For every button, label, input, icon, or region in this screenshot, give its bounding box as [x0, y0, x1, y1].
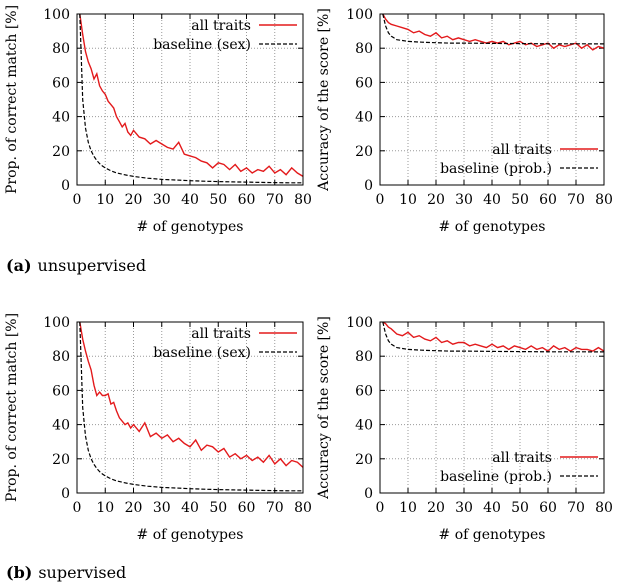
x-tick-label: 50	[209, 192, 227, 208]
y-tick-label: 80	[52, 349, 70, 365]
x-tick-label: 10	[399, 192, 417, 208]
x-tick-label: 20	[125, 500, 143, 516]
x-axis-label: # of genotypes	[439, 527, 546, 543]
y-tick-label: 0	[61, 486, 70, 502]
chart-3: 0 10 20 30 40 50 60 70 80 0 20 40 60 80 100 # of genoty…	[4, 313, 312, 543]
series-line-baseline	[79, 321, 303, 492]
y-tick-label: 0	[364, 178, 373, 194]
plot-frame	[379, 321, 605, 494]
x-tick-label: 10	[96, 192, 114, 208]
y-tick-label: 40	[52, 418, 70, 434]
y-tick-label: 100	[346, 7, 373, 23]
y-tick-label: 40	[355, 418, 373, 434]
x-tick-label: 60	[238, 192, 256, 208]
y-tick-label: 60	[355, 75, 373, 91]
x-tick-label: 50	[511, 192, 529, 208]
y-tick-label: 60	[355, 383, 373, 399]
x-tick-label: 60	[238, 500, 256, 516]
x-tick-label: 70	[266, 500, 284, 516]
x-tick-label: 10	[96, 500, 114, 516]
y-tick-label: 20	[52, 144, 70, 160]
series-line-baseline	[79, 13, 303, 184]
x-tick-label: 30	[455, 192, 473, 208]
chart-2: 0 10 20 30 40 50 60 70 80 0 20 40 60 80 100 # of genoty…	[316, 7, 613, 235]
y-axis-label: Prop. of correct match [%]	[4, 313, 20, 502]
caption-a-text: unsupervised	[37, 256, 147, 275]
x-tick-label: 20	[427, 500, 445, 516]
caption-b-label: (b)	[6, 563, 33, 582]
x-tick-label: 60	[539, 500, 557, 516]
caption-a-label: (a)	[6, 256, 32, 275]
y-axis-label: Prop. of correct match [%]	[4, 5, 20, 194]
y-tick-label: 80	[355, 41, 373, 57]
chart-4: 0 10 20 30 40 50 60 70 80 0 20 40 60 80 100 # of genoty…	[316, 315, 613, 543]
x-tick-label: 20	[125, 192, 143, 208]
x-tick-label: 40	[483, 500, 501, 516]
x-tick-label: 20	[427, 192, 445, 208]
series-line-all-traits	[382, 13, 605, 51]
y-axis-label: Accuracy of the score [%]	[316, 316, 332, 500]
x-tick-label: 50	[511, 500, 529, 516]
x-tick-label: 50	[209, 500, 227, 516]
y-tick-label: 60	[52, 383, 70, 399]
x-tick-label: 40	[181, 192, 199, 208]
y-tick-label: 40	[355, 110, 373, 126]
x-tick-label: 70	[567, 500, 585, 516]
legend-label: baseline (prob.)	[440, 469, 552, 485]
x-axis-label: # of genotypes	[439, 219, 546, 235]
series-line-baseline	[382, 13, 605, 45]
x-tick-label: 40	[483, 192, 501, 208]
x-tick-label: 80	[294, 500, 312, 516]
chart-1: 0 10 20 30 40 50 60 70 80 0 20 40 60 80 100 # of genoty…	[4, 5, 312, 235]
y-tick-label: 100	[43, 7, 70, 23]
x-tick-label: 70	[266, 192, 284, 208]
x-tick-label: 0	[73, 500, 82, 516]
legend-label: all traits	[191, 18, 251, 34]
series-line-all-traits	[79, 321, 304, 468]
x-tick-label: 30	[153, 500, 171, 516]
x-tick-label: 70	[567, 192, 585, 208]
plot-frame	[76, 321, 304, 494]
x-tick-label: 80	[294, 192, 312, 208]
x-tick-label: 0	[376, 500, 385, 516]
series-line-baseline	[382, 321, 605, 353]
series-line-all-traits	[79, 13, 304, 177]
x-tick-label: 0	[73, 192, 82, 208]
y-tick-label: 100	[43, 315, 70, 331]
plot-frame	[76, 13, 304, 186]
y-tick-label: 60	[52, 75, 70, 91]
series-line-all-traits	[382, 321, 605, 352]
y-tick-label: 100	[346, 315, 373, 331]
y-tick-label: 80	[355, 349, 373, 365]
legend-label: baseline (sex)	[153, 37, 251, 53]
legend-label: baseline (prob.)	[440, 161, 552, 177]
y-axis-label: Accuracy of the score [%]	[316, 8, 332, 192]
legend-label: all traits	[492, 450, 552, 466]
legend-label: baseline (sex)	[153, 345, 251, 361]
caption-b-text: supervised	[38, 563, 127, 582]
y-tick-label: 80	[52, 41, 70, 57]
legend-label: all traits	[191, 326, 251, 342]
y-tick-label: 20	[52, 452, 70, 468]
y-tick-label: 20	[355, 144, 373, 160]
x-axis-label: # of genotypes	[137, 219, 244, 235]
caption-b: (b) supervised	[6, 563, 126, 582]
x-tick-label: 30	[455, 500, 473, 516]
y-tick-label: 40	[52, 110, 70, 126]
x-tick-label: 30	[153, 192, 171, 208]
x-axis-label: # of genotypes	[137, 527, 244, 543]
x-tick-label: 80	[595, 500, 613, 516]
y-tick-label: 0	[61, 178, 70, 194]
legend-label: all traits	[492, 142, 552, 158]
plot-frame	[379, 13, 605, 186]
x-tick-label: 40	[181, 500, 199, 516]
x-tick-label: 10	[399, 500, 417, 516]
x-tick-label: 0	[376, 192, 385, 208]
caption-a: (a) unsupervised	[6, 256, 146, 275]
y-tick-label: 0	[364, 486, 373, 502]
x-tick-label: 80	[595, 192, 613, 208]
x-tick-label: 60	[539, 192, 557, 208]
y-tick-label: 20	[355, 452, 373, 468]
